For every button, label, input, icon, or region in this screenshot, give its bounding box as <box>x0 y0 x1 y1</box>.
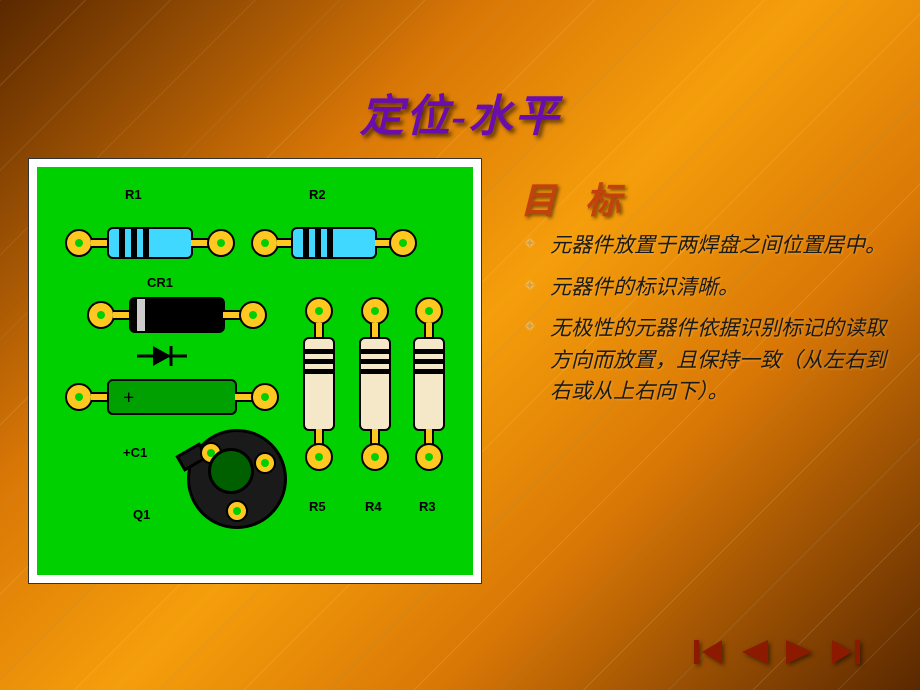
nav-last-button[interactable] <box>832 638 860 666</box>
resistor-r2 <box>291 227 377 259</box>
pcb-figure: R1 R2 CR1 <box>28 158 482 584</box>
pad <box>305 297 333 325</box>
bullet-item: 无极性的元器件依据识别标记的读取方向而放置，且保持一致（从左右到右或从上右向下）… <box>520 313 890 408</box>
nav-prev-button[interactable] <box>740 638 768 666</box>
pcb-board: R1 R2 CR1 <box>37 167 473 575</box>
bullet-item: 元器件的标识清晰。 <box>520 272 890 304</box>
section-title: 目 标 <box>520 172 631 224</box>
label-q1: Q1 <box>133 507 150 522</box>
pad <box>207 229 235 257</box>
label-r5: R5 <box>309 499 326 514</box>
pad <box>87 301 115 329</box>
green-component: + <box>107 379 237 415</box>
label-r1: R1 <box>125 187 142 202</box>
resistor-r1 <box>107 227 193 259</box>
pad <box>239 301 267 329</box>
resistor-r4 <box>359 337 391 431</box>
nav-controls <box>694 638 860 666</box>
resistor-r5 <box>303 337 335 431</box>
pad <box>415 297 443 325</box>
diode-symbol-icon <box>137 343 187 369</box>
label-cr1: CR1 <box>147 275 173 290</box>
bullet-list: 元器件放置于两焊盘之间位置居中。 元器件的标识清晰。 无极性的元器件依据识别标记… <box>520 230 890 418</box>
pad <box>305 443 333 471</box>
bullet-item: 元器件放置于两焊盘之间位置居中。 <box>520 230 890 262</box>
resistor-r3 <box>413 337 445 431</box>
pad <box>361 443 389 471</box>
diode-cr1 <box>129 297 225 333</box>
label-r3: R3 <box>419 499 436 514</box>
slide-title: 定位-水平 <box>0 80 920 144</box>
label-c1: +C1 <box>123 445 147 460</box>
label-r4: R4 <box>365 499 382 514</box>
nav-first-button[interactable] <box>694 638 722 666</box>
pad <box>251 383 279 411</box>
pad <box>389 229 417 257</box>
pad <box>251 229 279 257</box>
transistor-q1 <box>187 429 287 529</box>
pad <box>65 383 93 411</box>
label-r2: R2 <box>309 187 326 202</box>
pad <box>415 443 443 471</box>
pad <box>65 229 93 257</box>
pad <box>361 297 389 325</box>
nav-next-button[interactable] <box>786 638 814 666</box>
